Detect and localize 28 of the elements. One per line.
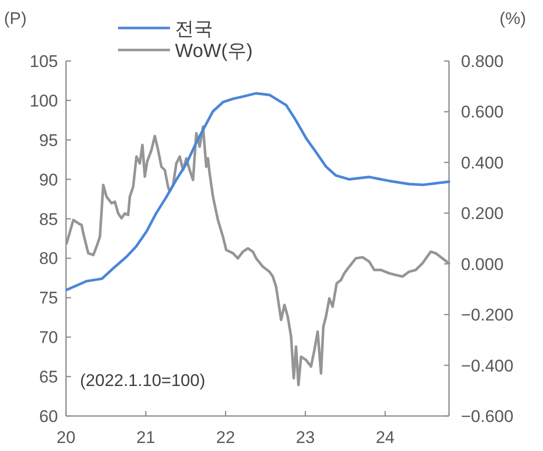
y-tick: 105	[30, 52, 58, 71]
x-tick: 21	[136, 428, 156, 447]
y-tick: 65	[39, 368, 58, 387]
y-tick: 85	[39, 210, 58, 229]
y2-tick: 0.000	[461, 254, 504, 274]
ylabel: (P)	[4, 9, 27, 28]
x-tick: 20	[56, 428, 76, 447]
y2-tick: −0.600	[461, 407, 514, 426]
y2-tick: 0.200	[461, 204, 504, 224]
y-tick: 100	[30, 91, 58, 110]
y2-tick: −0.400	[461, 356, 514, 376]
y2-tick: 0.800	[461, 52, 504, 71]
y2label: (%)	[500, 9, 526, 28]
y2-tick: 0.400	[461, 153, 504, 172]
legend-label: 전국	[175, 19, 213, 40]
y-tick: 60	[39, 407, 58, 426]
y2-tick: 0.600	[461, 102, 504, 122]
annotation: (2022.1.10=100)	[80, 371, 206, 390]
y2-tick: −0.200	[461, 306, 514, 325]
x-tick: 23	[296, 428, 315, 447]
y-tick: 95	[39, 130, 58, 150]
legend-label: WoW(우)	[175, 41, 253, 62]
x-tick: 22	[216, 428, 236, 447]
x-tick: 24	[376, 428, 395, 447]
y-tick: 75	[39, 288, 58, 308]
y-tick: 80	[39, 249, 58, 268]
y-tick: 90	[39, 170, 58, 190]
y-tick: 70	[39, 328, 58, 348]
